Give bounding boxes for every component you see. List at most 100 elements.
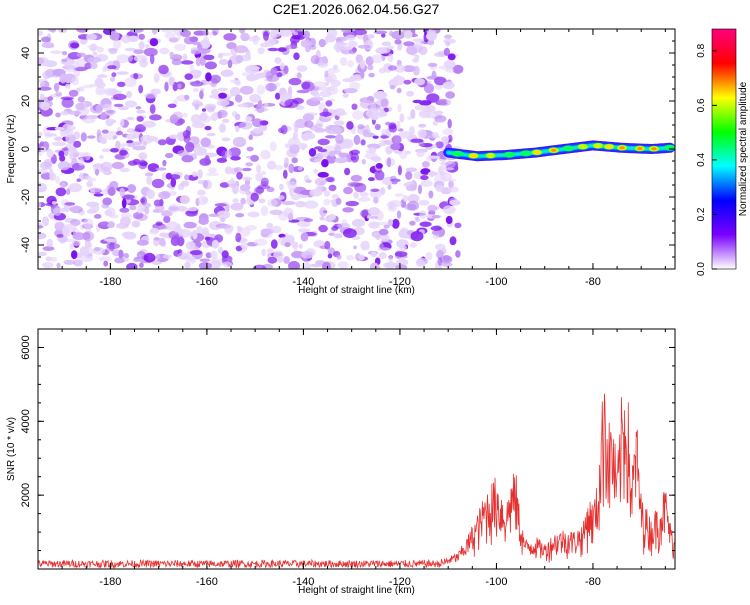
noise-blob xyxy=(406,90,414,97)
noise-blob xyxy=(67,110,82,116)
noise-blob xyxy=(84,62,93,69)
noise-blob xyxy=(370,251,378,258)
noise-blob xyxy=(387,53,394,63)
noise-blob xyxy=(319,207,327,217)
noise-blob xyxy=(348,48,356,55)
noise-blob xyxy=(240,32,250,42)
noise-blob xyxy=(58,150,65,158)
noise-blob xyxy=(77,96,86,103)
noise-blob xyxy=(425,251,433,261)
noise-blob xyxy=(241,72,248,76)
noise-blob xyxy=(250,154,259,162)
noise-blob xyxy=(133,128,142,132)
noise-blob xyxy=(284,98,299,109)
noise-blob xyxy=(205,252,212,259)
noise-blob xyxy=(190,114,202,125)
noise-blob xyxy=(351,103,358,110)
noise-blob xyxy=(395,264,408,269)
noise-blob xyxy=(98,256,112,262)
noise-blob xyxy=(421,161,430,168)
noise-blob xyxy=(155,221,163,226)
noise-blob xyxy=(279,183,284,191)
noise-blob xyxy=(169,134,179,139)
noise-blob xyxy=(368,146,377,154)
noise-blob xyxy=(118,249,124,259)
noise-blob xyxy=(38,251,48,257)
noise-blob xyxy=(72,232,86,241)
noise-blob xyxy=(87,135,96,139)
snr-plot xyxy=(38,329,675,569)
noise-blob xyxy=(301,251,314,259)
noise-blob xyxy=(219,59,229,66)
noise-blob xyxy=(292,132,298,141)
noise-blob xyxy=(168,190,177,196)
signal-peak xyxy=(519,150,532,157)
noise-blob xyxy=(266,222,273,229)
noise-blob xyxy=(107,65,117,70)
noise-blob xyxy=(328,232,335,236)
noise-blob xyxy=(235,232,242,243)
noise-blob xyxy=(246,146,254,152)
noise-blob xyxy=(192,229,198,240)
noise-blob xyxy=(339,57,348,66)
noise-blob xyxy=(335,134,344,144)
noise-blob xyxy=(242,167,252,172)
noise-blob xyxy=(72,240,81,246)
noise-blob xyxy=(275,92,281,100)
signal-peak xyxy=(605,144,613,149)
spectrogram-xtick-label: -160 xyxy=(196,276,218,288)
noise-blob xyxy=(319,216,325,221)
noise-blob xyxy=(137,205,143,214)
noise-blob xyxy=(208,167,217,174)
noise-blob xyxy=(396,120,401,131)
colorbar-tick-label: 0.0 xyxy=(696,262,707,276)
noise-blob xyxy=(138,33,145,40)
noise-blob xyxy=(201,227,210,237)
noise-blob xyxy=(370,188,380,192)
noise-blob xyxy=(124,47,137,52)
noise-blob xyxy=(274,164,283,171)
noise-blob xyxy=(412,58,419,63)
noise-blob xyxy=(284,157,289,167)
noise-blob xyxy=(427,62,438,67)
noise-blob xyxy=(405,150,411,155)
noise-blob xyxy=(437,98,449,105)
noise-blob xyxy=(381,41,392,47)
noise-blob xyxy=(127,54,133,62)
noise-blob xyxy=(56,262,61,269)
noise-blob xyxy=(347,40,358,48)
noise-blob xyxy=(61,58,68,63)
noise-blob xyxy=(416,150,425,158)
noise-blob xyxy=(208,32,213,36)
signal-peak xyxy=(663,144,675,151)
noise-blob xyxy=(109,148,120,153)
spectrogram-ytick-label: -20 xyxy=(20,189,32,205)
noise-blob xyxy=(106,243,121,250)
noise-blob xyxy=(89,43,97,52)
noise-blob xyxy=(337,42,348,47)
noise-blob xyxy=(190,81,204,87)
noise-blob xyxy=(210,88,219,96)
noise-blob xyxy=(254,238,268,246)
noise-blob xyxy=(342,207,354,213)
noise-blob xyxy=(180,29,191,37)
noise-blob xyxy=(361,158,366,165)
noise-blob xyxy=(337,112,342,117)
noise-blob xyxy=(446,178,456,182)
noise-blob xyxy=(381,33,386,38)
noise-blob xyxy=(153,199,163,207)
snr-xtick-label: -120 xyxy=(389,576,411,588)
noise-blob xyxy=(211,239,220,249)
noise-blob xyxy=(64,202,76,206)
noise-blob xyxy=(126,262,138,269)
noise-blob xyxy=(283,256,290,264)
noise-blob xyxy=(75,102,85,111)
noise-blob xyxy=(106,221,115,229)
noise-blob xyxy=(406,45,418,55)
noise-blob xyxy=(317,62,329,68)
noise-blob xyxy=(435,184,444,192)
noise-blob xyxy=(277,47,287,52)
noise-blob xyxy=(55,91,62,97)
signal-peak xyxy=(651,147,657,151)
noise-blob xyxy=(38,183,47,193)
